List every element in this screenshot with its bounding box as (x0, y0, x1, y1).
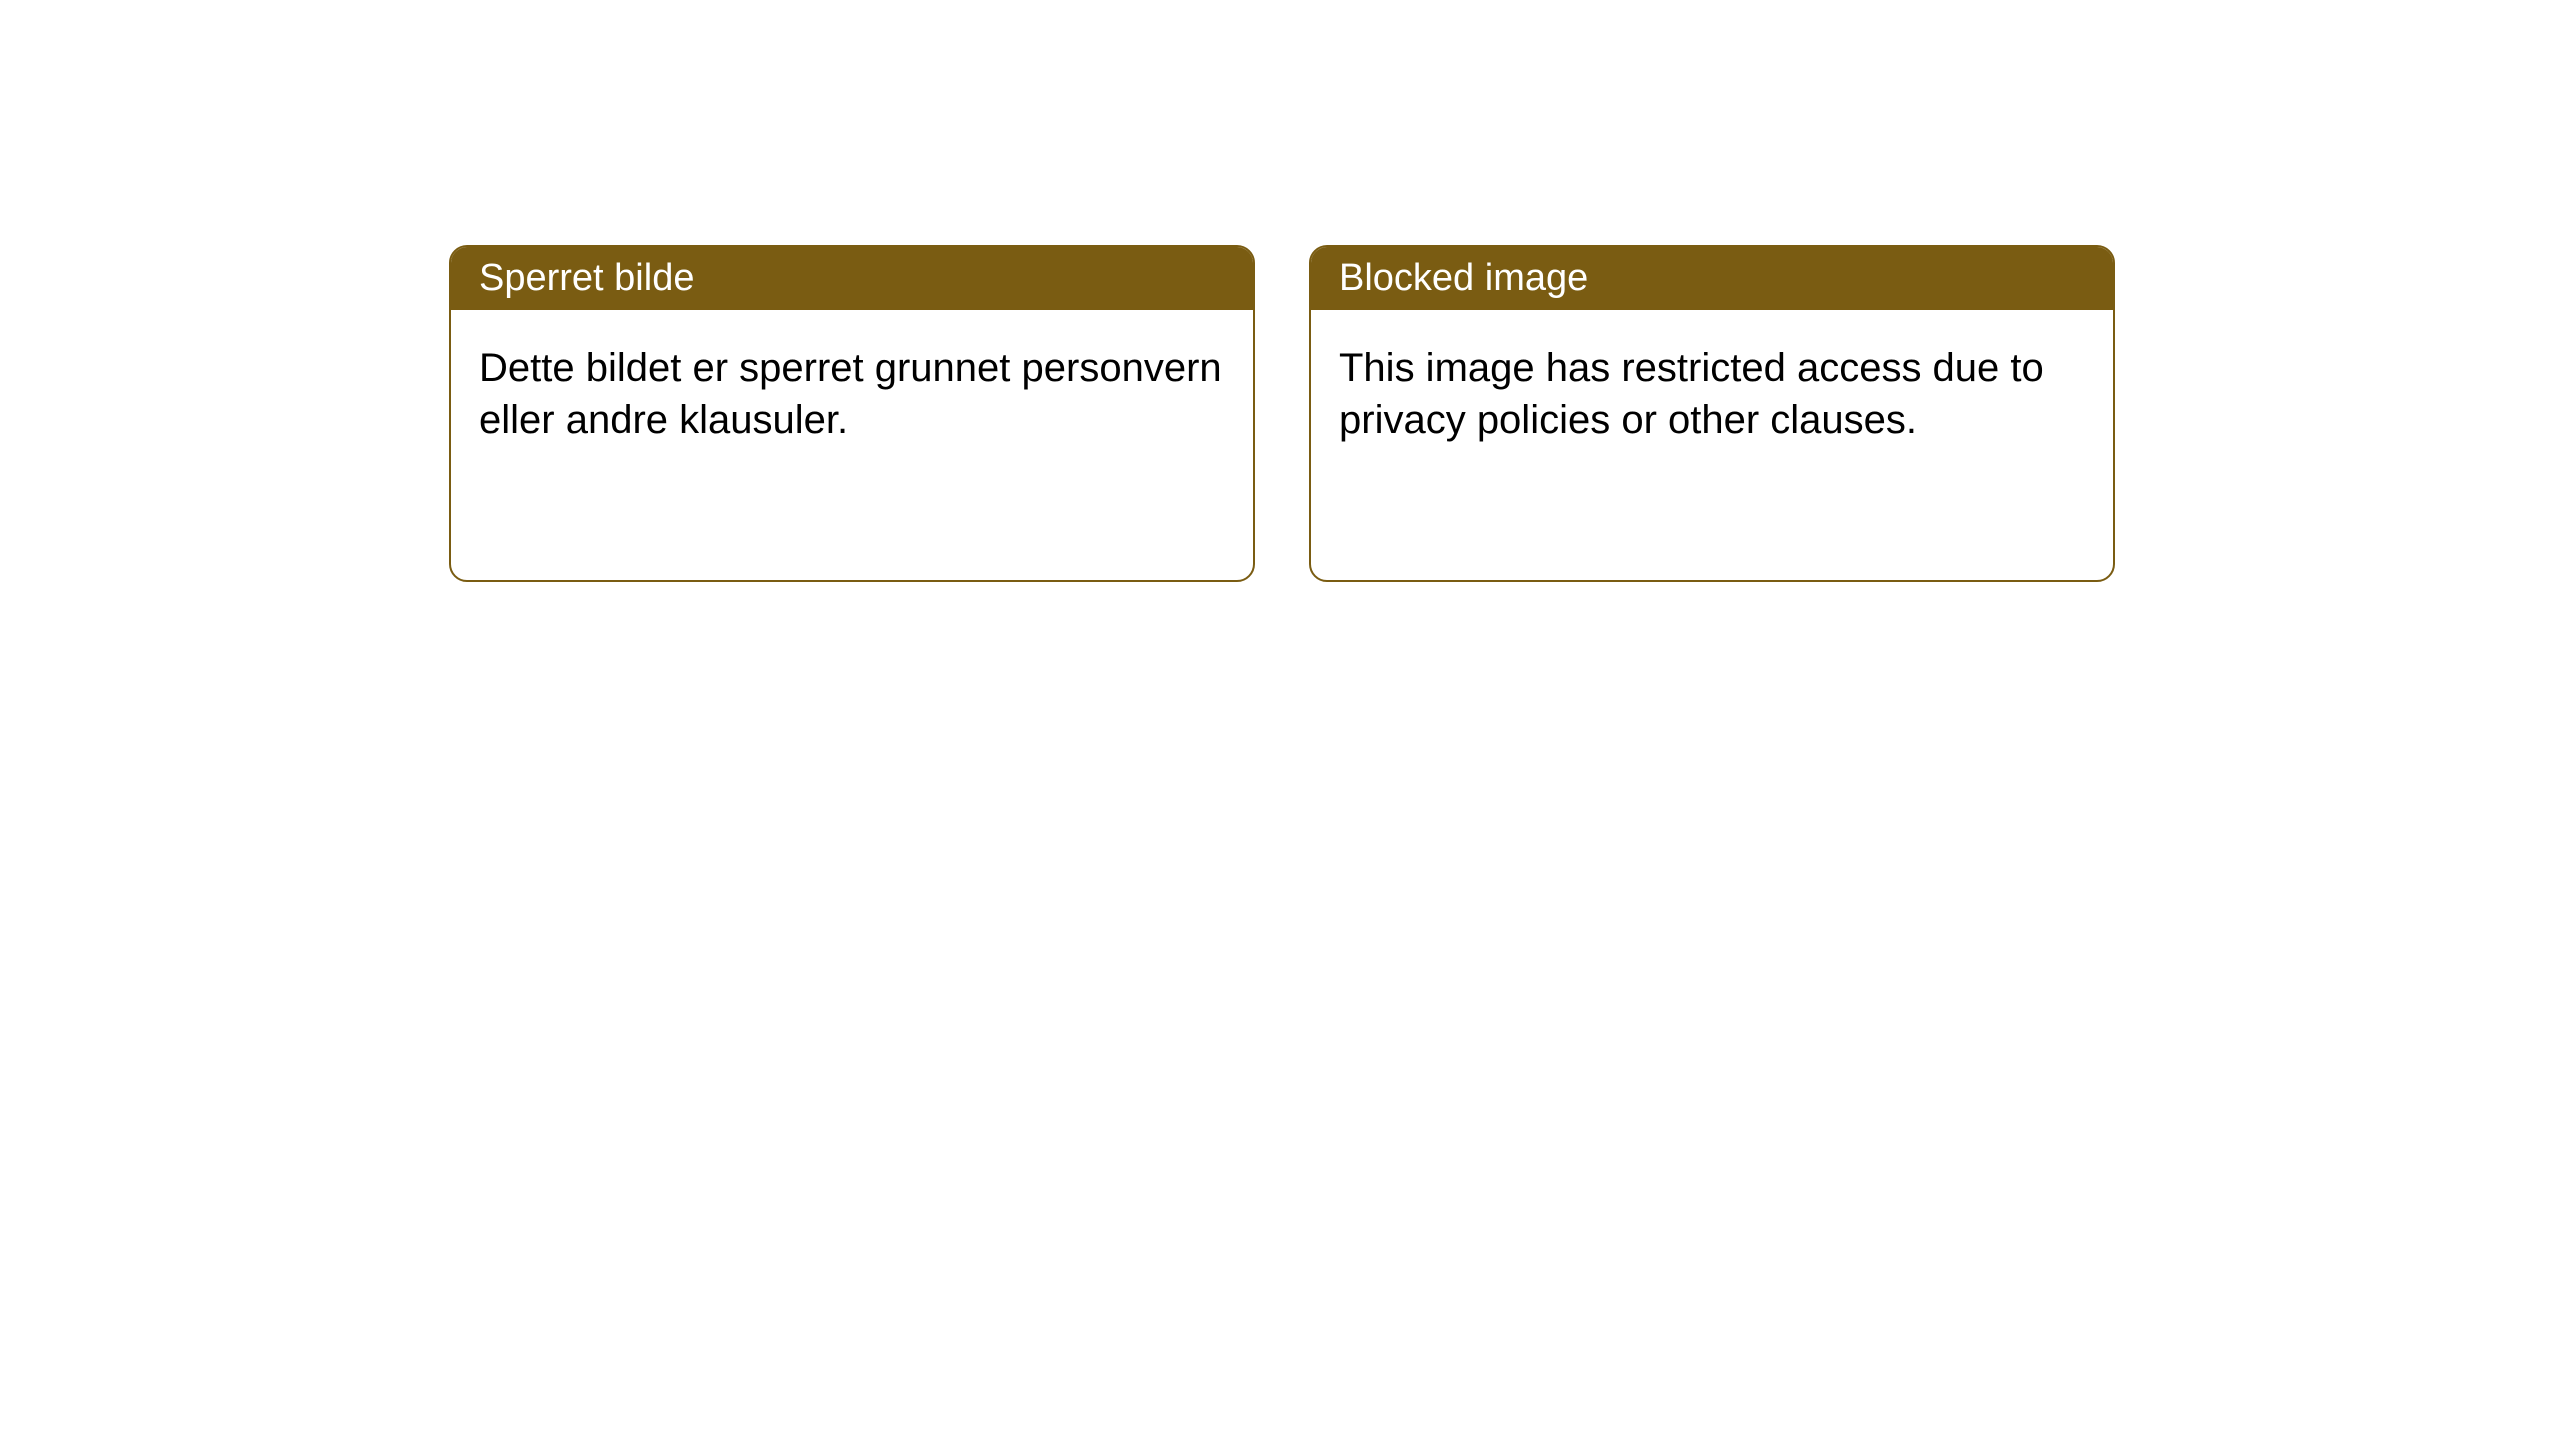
notice-body: This image has restricted access due to … (1311, 310, 2113, 478)
notice-title: Blocked image (1339, 257, 1588, 299)
notice-card-english: Blocked image This image has restricted … (1309, 245, 2115, 582)
notice-message: This image has restricted access due to … (1339, 346, 2044, 442)
notice-body: Dette bildet er sperret grunnet personve… (451, 310, 1253, 478)
notice-title: Sperret bilde (479, 257, 694, 299)
notice-header: Blocked image (1311, 247, 2113, 310)
notice-container: Sperret bilde Dette bildet er sperret gr… (0, 0, 2560, 582)
notice-header: Sperret bilde (451, 247, 1253, 310)
notice-card-norwegian: Sperret bilde Dette bildet er sperret gr… (449, 245, 1255, 582)
notice-message: Dette bildet er sperret grunnet personve… (479, 346, 1222, 442)
